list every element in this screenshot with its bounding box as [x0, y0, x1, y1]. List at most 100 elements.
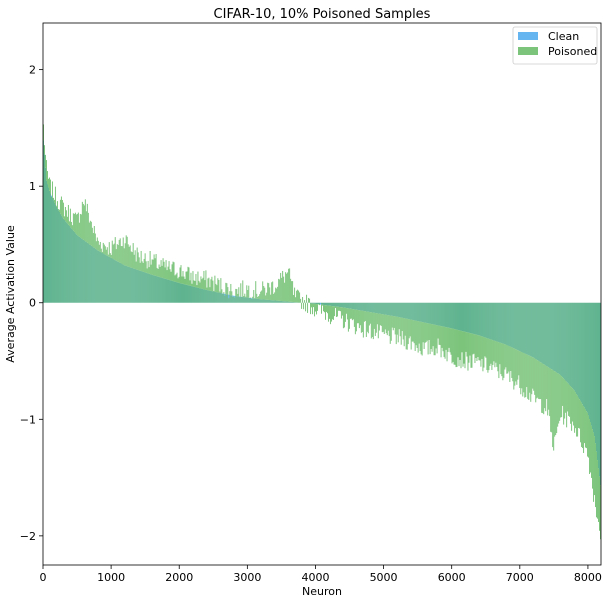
bar-overlap	[539, 302, 541, 362]
bar-poisoned	[443, 326, 445, 357]
bar-poisoned	[598, 468, 600, 522]
bar-poisoned	[58, 209, 60, 212]
bar-poisoned	[43, 145, 45, 155]
bar-overlap	[54, 204, 56, 303]
bar-overlap	[349, 302, 351, 309]
bar-poisoned	[146, 268, 148, 274]
bar-overlap	[560, 302, 562, 375]
bar-poisoned	[265, 295, 267, 300]
bar-poisoned	[448, 327, 450, 348]
bar-overlap	[235, 296, 237, 303]
bar-overlap	[211, 291, 213, 303]
bar-poisoned	[401, 317, 403, 332]
bar-poisoned	[240, 283, 242, 297]
bar-overlap	[408, 302, 410, 320]
bar-poisoned	[512, 347, 514, 382]
bar-overlap	[360, 302, 362, 311]
bar-poisoned	[112, 244, 114, 260]
bar-poisoned	[477, 335, 479, 357]
x-axis: 0 1000 2000 3000 4000 5000 6000 7000 8000	[40, 565, 602, 584]
bar-overlap	[514, 302, 516, 349]
bar-poisoned	[483, 337, 485, 368]
bar-poisoned	[493, 340, 495, 362]
bar-poisoned	[212, 280, 214, 292]
bar-overlap	[283, 301, 285, 303]
bar-overlap	[274, 300, 276, 303]
bar-overlap	[151, 274, 153, 303]
bar-poisoned	[178, 276, 180, 283]
x-tick-label: 2000	[165, 571, 193, 584]
bar-overlap	[482, 302, 484, 337]
bar-overlap	[71, 229, 73, 303]
bar-overlap	[316, 302, 318, 305]
bar-poisoned	[497, 341, 499, 372]
bar-poisoned	[137, 252, 139, 271]
bar-poisoned	[403, 318, 405, 347]
bar-poisoned	[415, 320, 417, 346]
bar-overlap	[388, 302, 390, 316]
bar-poisoned	[144, 253, 146, 273]
bar-overlap	[334, 302, 336, 307]
bar-overlap	[380, 302, 382, 315]
bar-poisoned	[55, 205, 57, 207]
bar-overlap	[175, 281, 177, 303]
bar-overlap	[65, 222, 67, 303]
bar-overlap	[129, 267, 131, 303]
bar-overlap	[475, 302, 477, 335]
bar-poisoned	[345, 308, 347, 314]
bar-poisoned	[393, 316, 395, 328]
bar-overlap	[218, 292, 220, 303]
bar-poisoned	[532, 357, 534, 389]
bar-overlap	[389, 302, 391, 316]
bar-overlap	[75, 234, 77, 303]
bar-poisoned	[316, 304, 318, 315]
bar-overlap	[242, 296, 244, 303]
bar-overlap	[430, 302, 432, 324]
bar-overlap	[246, 297, 248, 303]
bar-overlap	[500, 302, 502, 343]
bar-overlap	[442, 302, 444, 327]
bar-overlap	[529, 302, 531, 356]
bar-overlap	[596, 302, 598, 452]
bar-overlap	[374, 302, 376, 313]
bar-overlap	[326, 302, 328, 306]
bar-poisoned	[515, 349, 517, 382]
bar-overlap	[241, 296, 243, 303]
bar-poisoned	[396, 316, 398, 335]
bar-overlap	[131, 267, 133, 303]
bar-poisoned	[368, 311, 370, 326]
bar-overlap	[322, 302, 323, 305]
bar-poisoned	[520, 351, 522, 395]
bar-overlap	[164, 278, 166, 303]
bar-poisoned	[104, 246, 106, 255]
bar-overlap	[383, 302, 385, 315]
bar-overlap	[509, 302, 511, 347]
bar-poisoned	[438, 325, 440, 345]
bar-poisoned	[335, 306, 337, 317]
bar-overlap	[567, 302, 569, 383]
bar-poisoned	[288, 268, 290, 302]
bar-poisoned	[160, 260, 162, 278]
bar-poisoned	[310, 303, 312, 315]
bar-poisoned	[379, 313, 381, 326]
bar-poisoned	[57, 209, 59, 211]
bar-overlap	[220, 292, 222, 303]
bar-poisoned	[120, 246, 122, 264]
bar-poisoned	[183, 276, 185, 285]
bar-overlap	[528, 302, 530, 356]
bar-overlap	[547, 302, 549, 367]
bar-overlap	[572, 302, 574, 389]
bar-poisoned	[173, 262, 175, 282]
bar-poisoned	[563, 378, 565, 425]
bar-overlap	[524, 302, 526, 354]
bar-overlap	[280, 300, 282, 303]
bar-poisoned	[108, 242, 110, 257]
bar-overlap	[319, 302, 321, 305]
bar-poisoned	[110, 254, 112, 258]
bar-clean	[232, 295, 234, 297]
bar-poisoned	[558, 373, 560, 424]
bar-poisoned	[332, 306, 334, 320]
bar-poisoned	[480, 336, 482, 367]
bar-poisoned	[268, 283, 270, 300]
bar-poisoned	[575, 392, 577, 429]
